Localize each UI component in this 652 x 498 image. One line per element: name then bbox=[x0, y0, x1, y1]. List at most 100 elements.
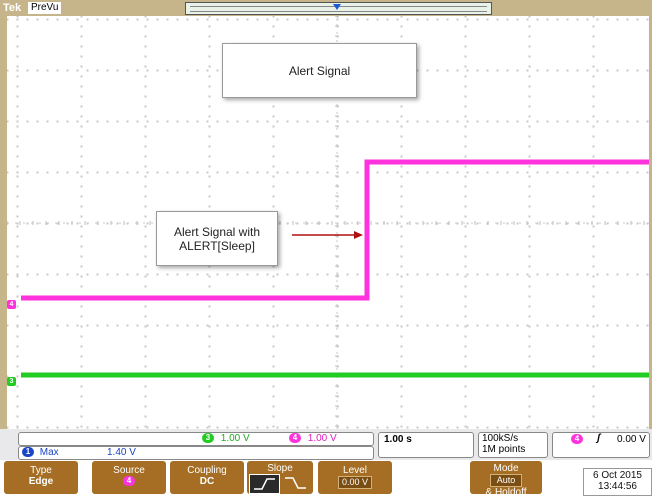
grid-dot bbox=[596, 18, 599, 21]
acquisition-readout[interactable]: 100kS/s 1M points bbox=[478, 432, 548, 458]
grid-dot bbox=[266, 120, 269, 123]
grid-dot bbox=[36, 120, 39, 123]
grid-dot bbox=[626, 171, 629, 174]
grid-dot bbox=[86, 324, 89, 327]
grid-dot bbox=[186, 171, 189, 174]
grid-dot bbox=[456, 69, 459, 72]
grid-dot bbox=[208, 155, 211, 158]
ch3-ground-marker[interactable]: 3 bbox=[7, 377, 16, 386]
menu-source-button[interactable]: Source 4 bbox=[92, 461, 166, 494]
grid-dot bbox=[16, 55, 19, 58]
grid-dot bbox=[276, 120, 279, 123]
grid-dot bbox=[176, 171, 179, 174]
grid-dot bbox=[336, 222, 339, 225]
grid-dot bbox=[16, 225, 19, 228]
grid-dot bbox=[76, 120, 79, 123]
grid-dot bbox=[464, 135, 467, 138]
grid-dot bbox=[528, 145, 531, 148]
grid-dot bbox=[16, 285, 19, 288]
grid-dot bbox=[400, 225, 403, 228]
grid-dot bbox=[16, 195, 19, 198]
grid-dot bbox=[426, 324, 429, 327]
grid-dot bbox=[586, 324, 589, 327]
grid-dot bbox=[56, 273, 59, 276]
measurement-readout[interactable]: 1 Max 1.40 V bbox=[18, 446, 374, 460]
grid-dot bbox=[236, 273, 239, 276]
grid-dot bbox=[456, 120, 459, 123]
grid-dot bbox=[80, 355, 83, 358]
grid-dot bbox=[80, 65, 83, 68]
grid-dot bbox=[296, 222, 299, 225]
grid-dot bbox=[144, 115, 147, 118]
grid-dot bbox=[76, 69, 79, 72]
menu-level-button[interactable]: Level 0.00 V bbox=[318, 461, 392, 494]
grid-dot bbox=[306, 426, 309, 429]
timebase-readout[interactable]: 1.00 s bbox=[378, 432, 474, 458]
grid-dot bbox=[208, 355, 211, 358]
menu-mode-label: Mode bbox=[493, 463, 519, 474]
grid-dot bbox=[464, 65, 467, 68]
vertical-scale-readout[interactable]: 3 1.00 V 4 1.00 V bbox=[18, 432, 374, 446]
grid-dot bbox=[96, 426, 99, 429]
grid-dot bbox=[528, 315, 531, 318]
grid-dot bbox=[136, 69, 139, 72]
grid-dot bbox=[496, 18, 499, 21]
grid-dot bbox=[16, 305, 19, 308]
grid-dot bbox=[336, 426, 339, 429]
grid-dot bbox=[16, 16, 19, 18]
grid-dot bbox=[144, 425, 147, 428]
grid-dot bbox=[592, 285, 595, 288]
menu-type-button[interactable]: Type Edge bbox=[4, 461, 78, 494]
grid-dot bbox=[276, 324, 279, 327]
grid-dot bbox=[56, 69, 59, 72]
grid-dot bbox=[36, 69, 39, 72]
grid-dot bbox=[286, 324, 289, 327]
ch4-ground-marker[interactable]: 4 bbox=[7, 300, 16, 309]
grid-dot bbox=[272, 35, 275, 38]
grid-dot bbox=[464, 55, 467, 58]
grid-dot bbox=[506, 18, 509, 21]
grid-dot bbox=[80, 245, 83, 248]
grid-dot bbox=[636, 324, 639, 327]
slope-rising-option[interactable] bbox=[249, 474, 280, 494]
grid-dot bbox=[606, 426, 609, 429]
grid-dot bbox=[446, 273, 449, 276]
grid-dot bbox=[506, 69, 509, 72]
grid-dot bbox=[506, 171, 509, 174]
grid-dot bbox=[46, 171, 49, 174]
grid-dot bbox=[156, 171, 159, 174]
grid-dot bbox=[208, 95, 211, 98]
grid-dot bbox=[16, 255, 19, 258]
grid-dot bbox=[196, 324, 199, 327]
grid-dot bbox=[436, 120, 439, 123]
grid-dot bbox=[80, 265, 83, 268]
grid-dot bbox=[136, 426, 139, 429]
grid-dot bbox=[76, 273, 79, 276]
grid-dot bbox=[400, 185, 403, 188]
grid-dot bbox=[126, 69, 129, 72]
menu-slope-button[interactable]: Slope bbox=[247, 461, 313, 494]
grid-dot bbox=[116, 426, 119, 429]
grid-dot bbox=[208, 405, 211, 408]
grid-dot bbox=[592, 295, 595, 298]
trigger-position-marker-icon[interactable] bbox=[333, 4, 341, 10]
grid-dot bbox=[464, 415, 467, 418]
grid-dot bbox=[266, 273, 269, 276]
grid-dot bbox=[586, 222, 589, 225]
grid-dot bbox=[156, 120, 159, 123]
grid-dot bbox=[208, 85, 211, 88]
grid-dot bbox=[272, 385, 275, 388]
menu-coupling-button[interactable]: Coupling DC bbox=[170, 461, 244, 494]
menu-mode-button[interactable]: Mode Auto & Holdoff bbox=[470, 461, 542, 498]
trigger-readout[interactable]: 4 ʃ 0.00 V bbox=[552, 432, 650, 458]
grid-dot bbox=[272, 355, 275, 358]
grid-dot bbox=[528, 105, 531, 108]
grid-dot bbox=[466, 18, 469, 21]
slope-falling-option[interactable] bbox=[281, 474, 310, 492]
grid-dot bbox=[16, 273, 19, 276]
date-text: 6 Oct 2015 bbox=[593, 470, 642, 481]
grid-dot bbox=[126, 18, 129, 21]
grid-dot bbox=[80, 95, 83, 98]
grid-dot bbox=[346, 120, 349, 123]
grid-dot bbox=[80, 225, 83, 228]
